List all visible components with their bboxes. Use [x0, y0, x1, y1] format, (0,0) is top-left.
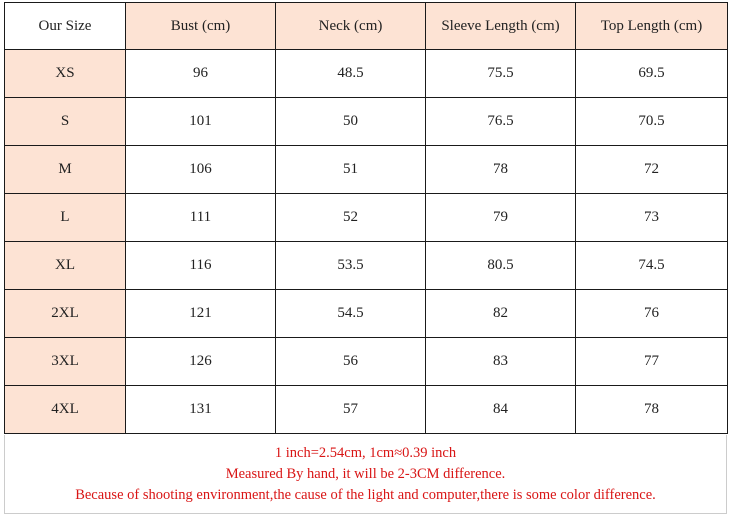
bust-cell: 121: [125, 289, 276, 338]
table-row: 2XL 121 54.5 82 76: [4, 289, 728, 338]
top-length-cell: 70.5: [575, 97, 728, 146]
bust-cell: 106: [125, 145, 276, 194]
top-length-cell: 69.5: [575, 49, 728, 98]
neck-cell: 52: [275, 193, 426, 242]
size-cell: 2XL: [4, 289, 126, 338]
size-cell: 3XL: [4, 337, 126, 386]
bust-cell: 101: [125, 97, 276, 146]
measurement-notes: 1 inch=2.54cm, 1cm≈0.39 inch Measured By…: [4, 435, 727, 514]
sleeve-cell: 80.5: [425, 241, 576, 290]
size-cell: M: [4, 145, 126, 194]
sleeve-cell: 76.5: [425, 97, 576, 146]
header-neck: Neck (cm): [275, 2, 426, 50]
table-row: 4XL 131 57 84 78: [4, 385, 728, 434]
bust-cell: 96: [125, 49, 276, 98]
neck-cell: 50: [275, 97, 426, 146]
top-length-cell: 73: [575, 193, 728, 242]
table-row: 3XL 126 56 83 77: [4, 337, 728, 386]
size-cell: XL: [4, 241, 126, 290]
bust-cell: 131: [125, 385, 276, 434]
unit-conversion-note: 1 inch=2.54cm, 1cm≈0.39 inch: [274, 445, 457, 461]
top-length-cell: 77: [575, 337, 728, 386]
table-row: XL 116 53.5 80.5 74.5: [4, 241, 728, 290]
bust-cell: 111: [125, 193, 276, 242]
neck-cell: 57: [275, 385, 426, 434]
top-length-cell: 72: [575, 145, 728, 194]
header-top-length: Top Length (cm): [575, 2, 728, 50]
sleeve-cell: 79: [425, 193, 576, 242]
neck-cell: 54.5: [275, 289, 426, 338]
measurement-difference-note: Measured By hand, it will be 2-3CM diffe…: [225, 466, 506, 482]
neck-cell: 48.5: [275, 49, 426, 98]
neck-cell: 56: [275, 337, 426, 386]
top-length-cell: 76: [575, 289, 728, 338]
sleeve-cell: 78: [425, 145, 576, 194]
sleeve-cell: 84: [425, 385, 576, 434]
header-sleeve-length: Sleeve Length (cm): [425, 2, 576, 50]
header-row: Our Size Bust (cm) Neck (cm) Sleeve Leng…: [4, 2, 728, 50]
header-bust: Bust (cm): [125, 2, 276, 50]
table-row: L 111 52 79 73: [4, 193, 728, 242]
color-difference-note: Because of shooting environment,the caus…: [75, 487, 656, 503]
neck-cell: 51: [275, 145, 426, 194]
sleeve-cell: 82: [425, 289, 576, 338]
sleeve-cell: 83: [425, 337, 576, 386]
table-row: XS 96 48.5 75.5 69.5: [4, 49, 728, 98]
size-cell: S: [4, 97, 126, 146]
neck-cell: 53.5: [275, 241, 426, 290]
table-row: M 106 51 78 72: [4, 145, 728, 194]
size-cell: 4XL: [4, 385, 126, 434]
size-cell: L: [4, 193, 126, 242]
top-length-cell: 78: [575, 385, 728, 434]
bust-cell: 116: [125, 241, 276, 290]
header-our-size: Our Size: [4, 2, 126, 50]
size-chart-table: Our Size Bust (cm) Neck (cm) Sleeve Leng…: [4, 2, 728, 434]
table-row: S 101 50 76.5 70.5: [4, 97, 728, 146]
sleeve-cell: 75.5: [425, 49, 576, 98]
bust-cell: 126: [125, 337, 276, 386]
top-length-cell: 74.5: [575, 241, 728, 290]
size-cell: XS: [4, 49, 126, 98]
